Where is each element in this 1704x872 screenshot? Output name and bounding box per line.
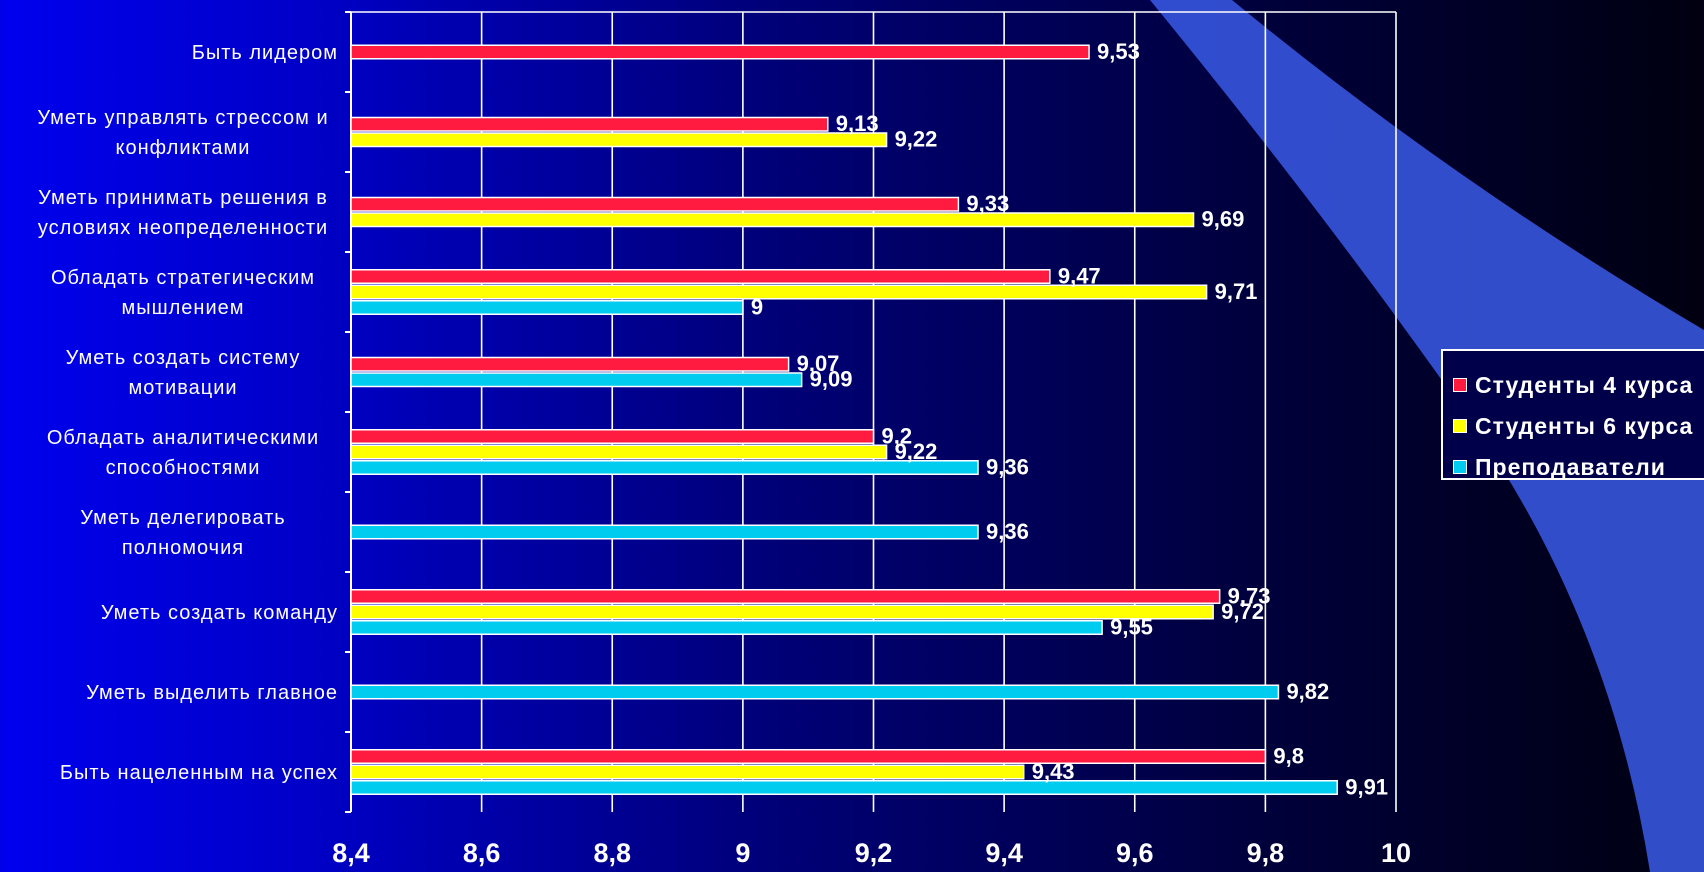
data-label: 9,09 bbox=[810, 367, 853, 392]
data-label: 9,13 bbox=[836, 111, 879, 136]
legend: Студенты 4 курса Студенты 6 курса Препод… bbox=[1441, 349, 1704, 480]
legend-item-teachers: Преподаватели bbox=[1453, 453, 1666, 481]
category-label: Быть нацеленным на успех bbox=[60, 762, 338, 784]
data-label: 9,22 bbox=[895, 127, 938, 152]
x-tick-label: 9,2 bbox=[855, 838, 893, 868]
bar bbox=[350, 196, 960, 212]
legend-swatch-4-course bbox=[1453, 378, 1467, 392]
data-label: 9,71 bbox=[1215, 279, 1258, 304]
x-axis-ticks: 8,4 8,6 8,8 9 9,2 9,4 9,6 9,8 10 bbox=[332, 838, 1411, 868]
category-label: Уметь создать систему bbox=[66, 347, 301, 369]
bar bbox=[350, 460, 979, 475]
x-tick-label: 8,6 bbox=[463, 838, 501, 868]
category-label: мышлением bbox=[121, 297, 244, 319]
category-label: конфликтами bbox=[116, 137, 251, 159]
x-tick-label: 9,4 bbox=[985, 838, 1023, 868]
bar bbox=[350, 284, 1208, 300]
data-label: 9,36 bbox=[986, 454, 1029, 479]
category-label: условиях неопределенности bbox=[38, 217, 328, 239]
legend-item-4-course: Студенты 4 курса bbox=[1453, 371, 1693, 399]
category-label: Обладать стратегическим bbox=[51, 267, 315, 289]
bar bbox=[350, 620, 1103, 635]
category-label: Уметь принимать решения в bbox=[38, 187, 328, 209]
bar bbox=[350, 749, 1267, 764]
data-label: 9,33 bbox=[966, 191, 1009, 216]
category-label: Уметь создать команду bbox=[101, 602, 338, 624]
bar bbox=[350, 372, 803, 388]
legend-label: Преподаватели bbox=[1475, 453, 1666, 480]
data-label: 9 bbox=[751, 294, 763, 319]
category-label: Быть лидером bbox=[192, 42, 338, 64]
bar bbox=[350, 269, 1051, 284]
data-label: 9,2 bbox=[882, 423, 913, 448]
data-label: 9,72 bbox=[1221, 599, 1264, 624]
bar bbox=[350, 300, 744, 315]
bar bbox=[350, 764, 1025, 780]
bar bbox=[350, 604, 1214, 620]
category-label: полномочия bbox=[122, 537, 244, 559]
category-labels: Быть лидером Уметь управлять стрессом и ко… bbox=[37, 42, 338, 784]
data-label: 9,53 bbox=[1097, 39, 1140, 64]
bar bbox=[350, 116, 829, 132]
bar bbox=[350, 212, 1195, 228]
data-label: 9,43 bbox=[1032, 759, 1075, 784]
data-label: 9,82 bbox=[1286, 679, 1329, 704]
data-label: 9,69 bbox=[1202, 207, 1245, 232]
data-label: 9,36 bbox=[986, 519, 1029, 544]
data-label: 9,22 bbox=[895, 439, 938, 464]
data-label: 9,8 bbox=[1273, 743, 1304, 768]
x-tick-label: 9,6 bbox=[1116, 838, 1154, 868]
bar bbox=[350, 356, 790, 372]
category-label: Уметь управлять стрессом и bbox=[37, 107, 328, 129]
bars bbox=[350, 44, 1338, 795]
bar bbox=[350, 132, 888, 148]
data-label: 9,07 bbox=[797, 351, 840, 376]
data-label: 9,55 bbox=[1110, 614, 1153, 639]
data-labels: 9,53 9,13 9,22 9,33 9,69 9,47 9,71 9 9,079,09 9,2… bbox=[751, 39, 1388, 800]
bar bbox=[350, 444, 888, 460]
bar bbox=[350, 44, 1090, 60]
bar bbox=[350, 524, 979, 540]
legend-item-6-course: Студенты 6 курса bbox=[1453, 412, 1693, 440]
x-tick-label: 9,8 bbox=[1247, 838, 1285, 868]
bar bbox=[350, 684, 1280, 700]
data-label: 9,91 bbox=[1345, 774, 1388, 799]
legend-label: Студенты 6 курса bbox=[1475, 412, 1694, 439]
category-label: Обладать аналитическими bbox=[47, 427, 319, 449]
category-label: мотивации bbox=[128, 377, 237, 399]
bar bbox=[350, 589, 1221, 604]
bar bbox=[350, 429, 875, 444]
category-label: Уметь делегировать bbox=[80, 507, 285, 529]
category-label: Уметь выделить главное bbox=[86, 682, 338, 704]
legend-swatch-teachers bbox=[1453, 460, 1467, 474]
category-label: способностями bbox=[106, 457, 261, 479]
legend-label: Студенты 4 курса bbox=[1475, 371, 1694, 398]
data-label: 9,73 bbox=[1228, 583, 1271, 608]
x-tick-label: 8,4 bbox=[332, 838, 370, 868]
data-label: 9,47 bbox=[1058, 263, 1101, 288]
x-tick-label: 9 bbox=[735, 838, 750, 868]
x-tick-label: 8,8 bbox=[593, 838, 631, 868]
bar bbox=[350, 780, 1338, 795]
legend-swatch-6-course bbox=[1453, 419, 1467, 433]
x-tick-label: 10 bbox=[1381, 838, 1411, 868]
